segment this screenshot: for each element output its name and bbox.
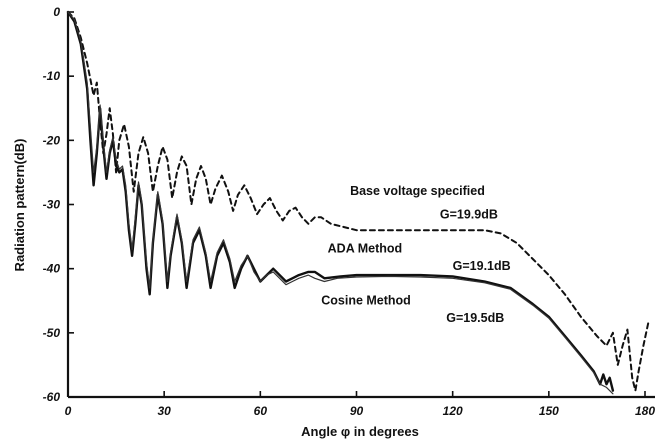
series-ada-method — [66, 10, 615, 392]
annotation-base-voltage-specified: Base voltage specified — [350, 184, 485, 198]
series-cosine-method — [67, 11, 614, 395]
x-tick-label: 180 — [635, 404, 655, 418]
x-tick-label: 90 — [350, 404, 364, 418]
x-tick-label: 60 — [254, 404, 268, 418]
y-tick-label: -50 — [43, 326, 61, 340]
x-tick-label: 120 — [443, 404, 463, 418]
annotation-ada-method: ADA Method — [328, 242, 403, 256]
x-tick-label: 150 — [539, 404, 559, 418]
y-tick-label: -30 — [43, 198, 61, 212]
x-tick-label: 30 — [157, 404, 171, 418]
y-tick-label: 0 — [53, 5, 60, 19]
x-tick-label: 0 — [65, 404, 72, 418]
tick-marks — [67, 11, 646, 398]
y-tick-label: -10 — [43, 69, 61, 83]
series-curves — [66, 10, 650, 395]
annotation-g-19-5db: G=19.5dB — [446, 311, 504, 325]
annotation-cosine-method: Cosine Method — [321, 294, 411, 308]
y-tick-label: -60 — [43, 390, 61, 404]
tick-labels: 0 -10 -20 -30 -40 -50 -60 0 30 60 90 120 150 180 — [43, 5, 656, 418]
y-axis-title: Radiation pattern(dB) — [12, 139, 27, 272]
curve-annotations: Base voltage specified G=19.9dB ADA Method… — [321, 184, 510, 325]
y-tick-label: -40 — [43, 262, 61, 276]
series-base-voltage-specified — [67, 11, 650, 392]
y-tick-label: -20 — [43, 133, 61, 147]
annotation-g-19-9db: G=19.9dB — [440, 208, 498, 222]
x-axis-title: Angle φ in degrees — [301, 424, 419, 439]
annotation-g-19-1db: G=19.1dB — [453, 259, 511, 273]
